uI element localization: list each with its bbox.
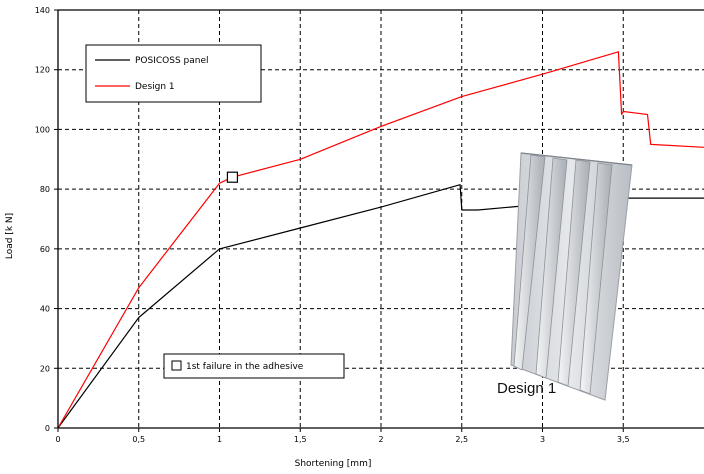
- panel-edge: [520, 152, 633, 166]
- panel-illustration-label: Design 1: [497, 380, 556, 397]
- legend-label-design1: Design 1: [135, 82, 175, 92]
- y-tick-label: 0: [45, 424, 50, 433]
- y-tick-label: 20: [40, 364, 50, 373]
- x-tick-label: 0: [55, 435, 60, 444]
- panel-stringer: [535, 157, 568, 379]
- x-tick-label: 0,5: [132, 435, 145, 444]
- failure-legend-marker: [171, 360, 182, 371]
- failure-marker: [226, 171, 239, 183]
- panel-stringer: [557, 159, 591, 387]
- x-tick-label: 2: [378, 435, 383, 444]
- panel-stringer: [579, 162, 613, 395]
- x-axis-label: Shortening [mm]: [295, 459, 372, 469]
- x-tick-label: 3: [540, 435, 545, 444]
- y-axis-label: Load [k N]: [5, 213, 15, 259]
- failure-legend: 1st failure in the adhesive: [163, 353, 345, 379]
- failure-legend-label: 1st failure in the adhesive: [186, 362, 304, 372]
- y-tick-label: 80: [40, 185, 50, 194]
- panel-stringer: [513, 154, 546, 371]
- x-tick-label: 1,5: [294, 435, 307, 444]
- legend-box: [85, 44, 262, 103]
- failure-marker-square: [226, 171, 239, 183]
- y-tick-label: 100: [35, 125, 50, 134]
- legend: POSICOSS panel Design 1: [85, 44, 262, 103]
- y-tick-label: 140: [35, 6, 50, 15]
- failure-legend-box: [163, 353, 345, 379]
- series-line-1: [57, 51, 704, 429]
- legend-label-posicoss: POSICOSS panel: [135, 56, 209, 66]
- x-tick-label: 1: [217, 435, 222, 444]
- y-tick-label: 40: [40, 305, 50, 314]
- x-tick-label: 3,5: [617, 435, 630, 444]
- x-tick-label: 2,5: [455, 435, 468, 444]
- tick-labels: 0 0,5 1 1,5 2 2,5 3 3,5 0 20 40 60 80 100 120 140: [35, 6, 630, 444]
- panel-illustration: [510, 152, 633, 401]
- y-tick-label: 60: [40, 245, 50, 254]
- axes: [54, 9, 704, 432]
- y-tick-label: 120: [35, 66, 50, 75]
